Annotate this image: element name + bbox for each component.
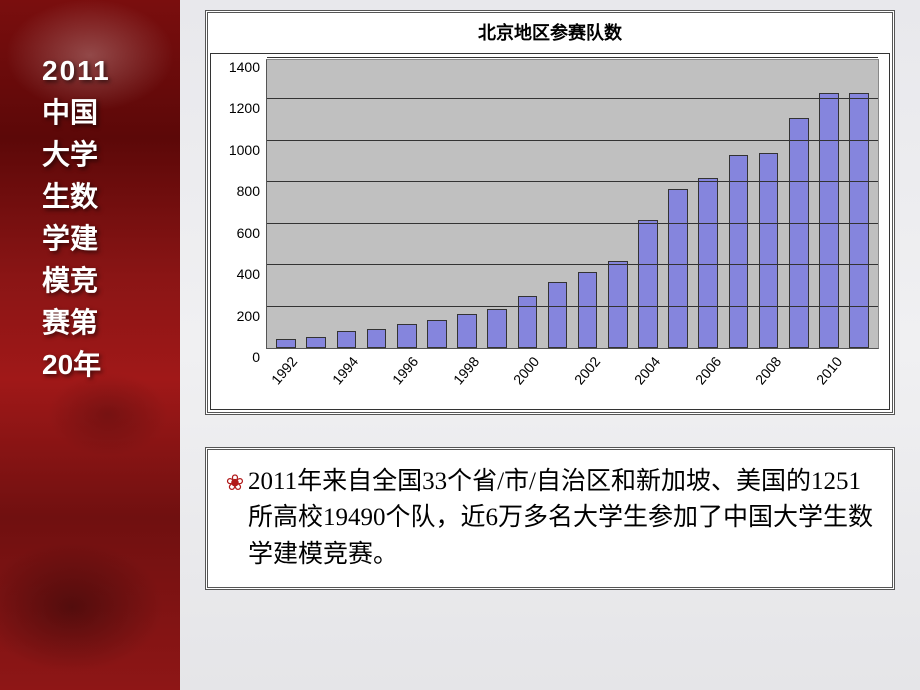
slide: 2011 中国 大学 生数 学建 模竞 赛第 20年 北京地区参赛队数 0200… [0, 0, 920, 690]
x-tick-label: 2010 [813, 353, 845, 387]
x-slot: 2000 [512, 349, 542, 399]
x-tick-label: 2006 [692, 353, 724, 387]
y-axis: 0200400600800100012001400 [216, 59, 266, 349]
bar [337, 331, 357, 348]
chart-inner: 0200400600800100012001400 19921994199619… [210, 53, 890, 410]
x-slot: 2004 [633, 349, 663, 399]
x-tick-label: 2004 [631, 353, 663, 387]
sidebar-line: 模竞 [42, 260, 142, 302]
bar [729, 155, 749, 348]
gridline [267, 264, 878, 265]
x-tick-label: 1996 [389, 353, 421, 387]
sidebar-line: 学建 [42, 218, 142, 260]
sidebar-year: 2011 [42, 50, 142, 92]
sidebar-title: 2011 中国 大学 生数 学建 模竞 赛第 20年 [42, 50, 142, 386]
x-axis: 1992 1994 1996 1998 2000 2002 2004 2006 2008 2010 [266, 349, 879, 399]
gridline [267, 140, 878, 141]
x-slot: 2006 [694, 349, 724, 399]
bar [548, 282, 568, 348]
x-slot [542, 349, 572, 399]
bar [698, 178, 718, 348]
x-slot [482, 349, 512, 399]
body-text-box: ❀ 2011年来自全国33个省/市/自治区和新加坡、美国的1251所高校1949… [205, 447, 895, 590]
x-tick-label: 1994 [329, 353, 361, 387]
x-slot: 2008 [754, 349, 784, 399]
x-slot [784, 349, 814, 399]
x-tick-label: 1992 [268, 353, 300, 387]
bar [638, 220, 658, 348]
chart-area: 0200400600800100012001400 19921994199619… [216, 59, 879, 404]
bar [427, 320, 447, 348]
gridline [267, 98, 878, 99]
bar [487, 309, 507, 348]
chart-container: 北京地区参赛队数 0200400600800100012001400 19921… [205, 10, 895, 415]
x-slot: 1998 [452, 349, 482, 399]
x-slot [603, 349, 633, 399]
bar [849, 93, 869, 348]
bar [819, 93, 839, 348]
bar [578, 272, 598, 348]
sidebar-banner: 2011 中国 大学 生数 学建 模竞 赛第 20年 [0, 0, 180, 690]
x-tick-label: 2002 [571, 353, 603, 387]
sidebar-line: 赛第 [42, 302, 142, 344]
x-tick-label: 2008 [752, 353, 784, 387]
gridline [267, 306, 878, 307]
x-slot: 1996 [391, 349, 421, 399]
x-slot: 2002 [573, 349, 603, 399]
x-slot [300, 349, 330, 399]
bar [367, 329, 387, 348]
x-tick-label: 2000 [510, 353, 542, 387]
plot-wrap: 1992 1994 1996 1998 2000 2002 2004 2006 2008 2010 [266, 59, 879, 404]
sidebar-line: 大学 [42, 134, 142, 176]
gridline [267, 223, 878, 224]
bar [518, 296, 538, 348]
x-tick-label: 1998 [450, 353, 482, 387]
gridline [267, 57, 878, 58]
bar [789, 118, 809, 348]
chart-title: 北京地区参赛队数 [210, 15, 890, 53]
x-slot [361, 349, 391, 399]
x-slot: 1994 [331, 349, 361, 399]
bar [668, 189, 688, 349]
bar [457, 314, 477, 348]
body-text: 2011年来自全国33个省/市/自治区和新加坡、美国的1251所高校19490个… [248, 464, 874, 573]
plot-region [266, 59, 879, 349]
x-slot [724, 349, 754, 399]
x-slot [663, 349, 693, 399]
bar [306, 337, 326, 348]
bar [397, 324, 417, 348]
bar [759, 153, 779, 348]
bullet-icon: ❀ [222, 464, 248, 496]
x-slot: 1992 [270, 349, 300, 399]
x-slot: 2010 [815, 349, 845, 399]
sidebar-line: 20年 [42, 344, 142, 386]
bar [276, 339, 296, 348]
x-slot [845, 349, 875, 399]
sidebar-line: 中国 [42, 92, 142, 134]
gridline [267, 181, 878, 182]
main-content: 北京地区参赛队数 0200400600800100012001400 19921… [180, 0, 920, 690]
sidebar-line: 生数 [42, 176, 142, 218]
x-slot [421, 349, 451, 399]
bar [608, 261, 628, 348]
